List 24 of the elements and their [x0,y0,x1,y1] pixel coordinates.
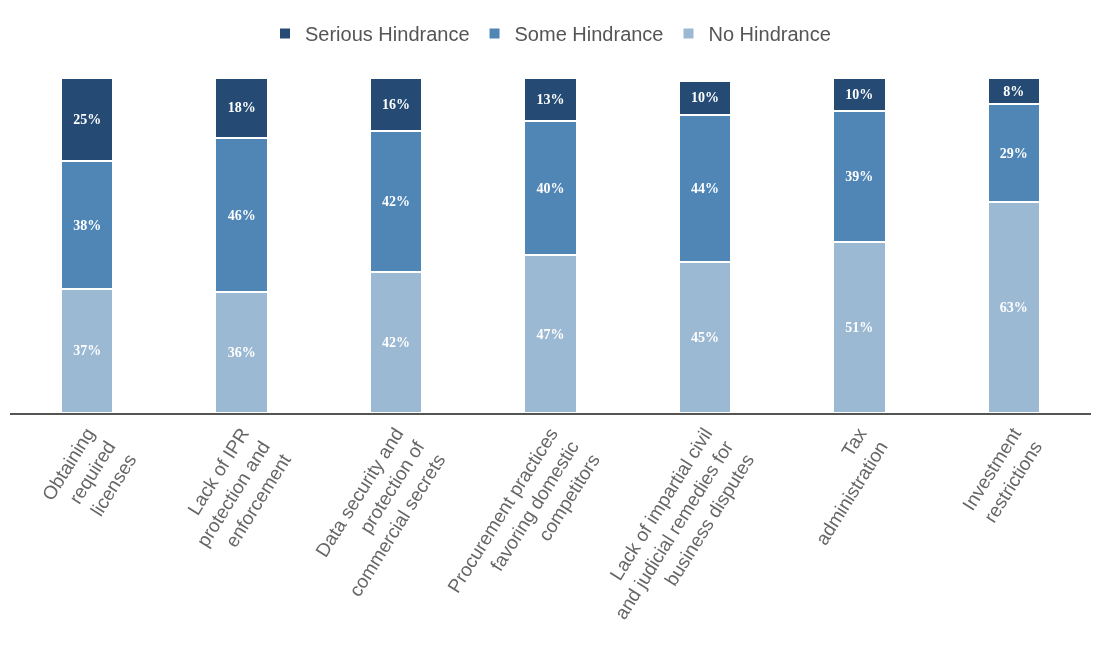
legend-label: Serious Hindrance [305,23,470,46]
data-label: 38% [73,217,102,233]
legend-label: No Hindrance [708,23,831,46]
data-label: 37% [73,343,102,359]
data-label: 46% [227,207,256,223]
data-label: 36% [227,345,256,361]
data-label: 10% [845,86,874,102]
data-label: 29% [999,145,1028,161]
data-label: 8% [1003,83,1025,99]
data-label: 63% [999,299,1028,315]
data-label: 45% [690,330,719,346]
legend-label: Some Hindrance [514,23,664,46]
data-label: 42% [382,335,411,351]
data-label: 44% [690,180,719,196]
data-label: 51% [845,319,874,335]
data-label: 18% [227,100,256,116]
data-label: 40% [536,180,565,196]
data-label: 10% [690,90,719,106]
data-label: 42% [382,194,411,210]
data-label: 16% [382,96,411,112]
data-label: 25% [73,112,102,128]
data-label: 13% [536,91,565,107]
data-label: 47% [536,326,565,342]
data-label: 39% [845,169,874,185]
